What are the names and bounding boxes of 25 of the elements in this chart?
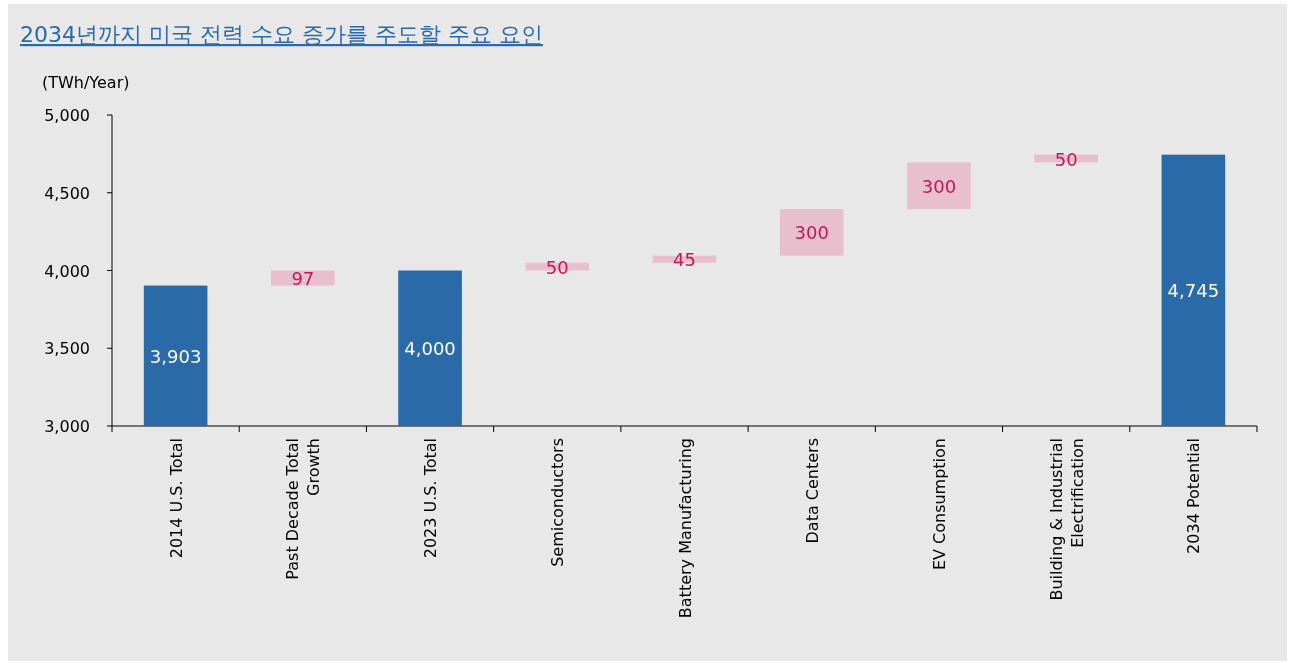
y-tick-label: 5,000 [44,106,90,125]
data-label: 97 [291,268,315,290]
data-label: 4,745 [1167,280,1220,302]
y-axis-title: (TWh/Year) [42,73,130,92]
data-label: 4,000 [404,338,456,360]
x-tick-label: EV Consumption [929,438,949,571]
y-tick-label: 3,500 [44,339,90,359]
x-tick-label: Building & Industrial Electrification [1046,438,1087,601]
data-label: 300 [794,222,829,244]
x-tick-label: Past Decade Total Growth [283,438,324,580]
data-label: 50 [1054,148,1078,170]
x-tick-label: Semiconductors [548,438,568,567]
chart-title: 2034년까지 미국 전력 수요 증가를 주도할 주요 요인 [20,22,543,47]
x-tick-label: Data Centers [802,438,822,544]
data-label: 300 [921,175,957,197]
data-label: 3,903 [149,345,202,367]
x-tick-label: 2023 U.S. Total [421,438,441,559]
y-tick-label: 4,500 [44,183,90,203]
data-label: 50 [545,256,569,278]
x-tick-label: 2014 U.S. Total [166,438,186,559]
x-tick-label: Battery Manufacturing [675,438,695,619]
y-tick-label: 4,000 [44,261,90,281]
x-tick-label: 2034 Potential [1184,438,1204,554]
data-label: 45 [673,249,696,271]
y-tick-label: 3,000 [44,417,90,436]
